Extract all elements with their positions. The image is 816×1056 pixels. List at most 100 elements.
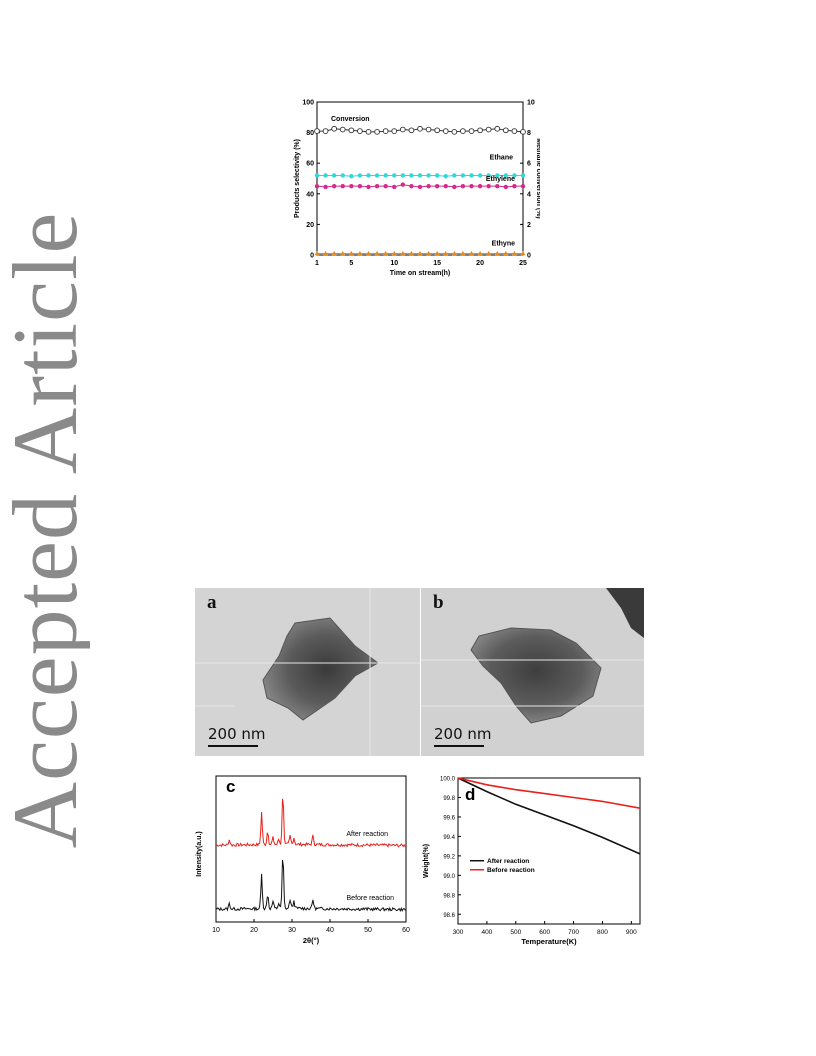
data-point: [520, 250, 526, 256]
data-point: [426, 173, 431, 178]
data-point: [365, 128, 372, 135]
x-tick-label: 10: [212, 927, 220, 934]
data-point: [382, 128, 389, 134]
series-label: Ethane: [490, 154, 513, 161]
data-point: [443, 250, 449, 256]
legend-label: Before reaction: [487, 867, 535, 874]
data-point: [502, 127, 509, 134]
tga-chart: 300 400 500 600 700 800 900 98.6 98.8 99.0 99.2 99.…: [423, 777, 641, 946]
data-point: [512, 183, 517, 189]
chart-marks: [457, 777, 641, 871]
series-label: Ethylene: [486, 176, 515, 183]
data-point: [425, 126, 432, 133]
data-point: [417, 184, 423, 190]
x-tick-label: 500: [510, 929, 521, 936]
data-point: [512, 173, 517, 178]
series-label: Before reaction: [347, 895, 395, 902]
y-tick-label: 100.0: [440, 777, 456, 783]
panel-letter-c: c: [226, 777, 235, 796]
y-left-tick-label: 80: [306, 130, 314, 137]
x-tick-label: 900: [626, 929, 637, 936]
y-left-tick-label: 40: [306, 191, 314, 198]
data-point: [323, 173, 328, 178]
y-axis-label: Weight(%): [423, 844, 430, 878]
series-line: [457, 777, 641, 809]
data-point: [400, 173, 406, 178]
data-point: [340, 173, 345, 178]
data-point: [511, 128, 518, 134]
y-right-tick-label: 2: [527, 222, 531, 229]
data-point: [495, 173, 500, 178]
data-point: [323, 184, 328, 190]
series-label: After reaction: [346, 831, 388, 838]
data-point: [392, 173, 397, 178]
x-tick-label: 600: [539, 929, 550, 936]
data-point: [331, 125, 338, 132]
data-point: [417, 250, 423, 256]
data-point: [477, 173, 483, 178]
tem-particle-b: [421, 588, 644, 724]
data-point: [331, 173, 337, 178]
data-point: [391, 250, 397, 256]
data-point: [495, 183, 500, 189]
data-point: [434, 173, 440, 178]
data-point: [340, 250, 346, 256]
plot-frame: [457, 777, 641, 925]
data-point: [323, 250, 328, 256]
panel-letter-a: a: [207, 592, 217, 613]
plot-frame: [215, 775, 407, 923]
panel-letter-b: b: [433, 592, 444, 613]
data-point: [408, 127, 415, 134]
data-point: [366, 250, 371, 256]
data-point: [314, 250, 320, 256]
data-point: [477, 127, 483, 134]
data-point: [399, 126, 406, 133]
data-point: [503, 184, 509, 190]
x-tick-label: 400: [481, 929, 492, 936]
data-point: [383, 183, 388, 189]
data-point: [322, 128, 329, 134]
data-point: [383, 250, 389, 256]
data-point: [409, 173, 414, 178]
y-tick-label: 98.8: [443, 893, 455, 899]
data-point: [409, 183, 414, 189]
data-point: [357, 173, 363, 178]
data-point: [417, 125, 423, 132]
watermark: Accepted Article: [0, 0, 90, 1056]
scale-bar-a: [208, 745, 258, 747]
x-tick-label: 60: [402, 927, 410, 934]
data-point: [460, 183, 466, 189]
data-point: [409, 250, 414, 256]
y-right-tick-label: 8: [527, 130, 531, 137]
data-point: [469, 250, 474, 256]
data-point: [494, 125, 501, 132]
data-point: [486, 173, 491, 178]
data-point: [340, 183, 345, 189]
x-tick-label: 1: [315, 260, 319, 267]
data-point: [391, 128, 398, 134]
data-point: [426, 250, 431, 256]
chart-marks: [314, 125, 526, 256]
data-point: [451, 250, 457, 256]
data-point: [452, 173, 457, 178]
data-point: [460, 250, 466, 256]
x-tick-label: 20: [476, 260, 484, 267]
data-point: [477, 183, 483, 189]
data-point: [451, 128, 458, 135]
data-point: [460, 128, 466, 134]
series-label: Ethyne: [492, 240, 515, 247]
scale-label-a: 200 nm: [208, 725, 266, 743]
data-point: [366, 184, 371, 190]
data-point: [348, 127, 355, 134]
data-point: [452, 184, 457, 190]
y-tick-label: 98.6: [443, 913, 455, 919]
x-tick-label: 15: [433, 260, 441, 267]
data-point: [469, 173, 474, 178]
y-tick-label: 99.2: [443, 854, 455, 860]
scale-bar-b: [434, 745, 484, 747]
chart-axes: [215, 775, 407, 923]
y-left-tick-label: 20: [306, 222, 314, 229]
y-tick-label: 99.4: [443, 835, 455, 841]
y-right-axis-label: Methane conversion (%): [535, 138, 540, 219]
data-point: [357, 128, 363, 134]
